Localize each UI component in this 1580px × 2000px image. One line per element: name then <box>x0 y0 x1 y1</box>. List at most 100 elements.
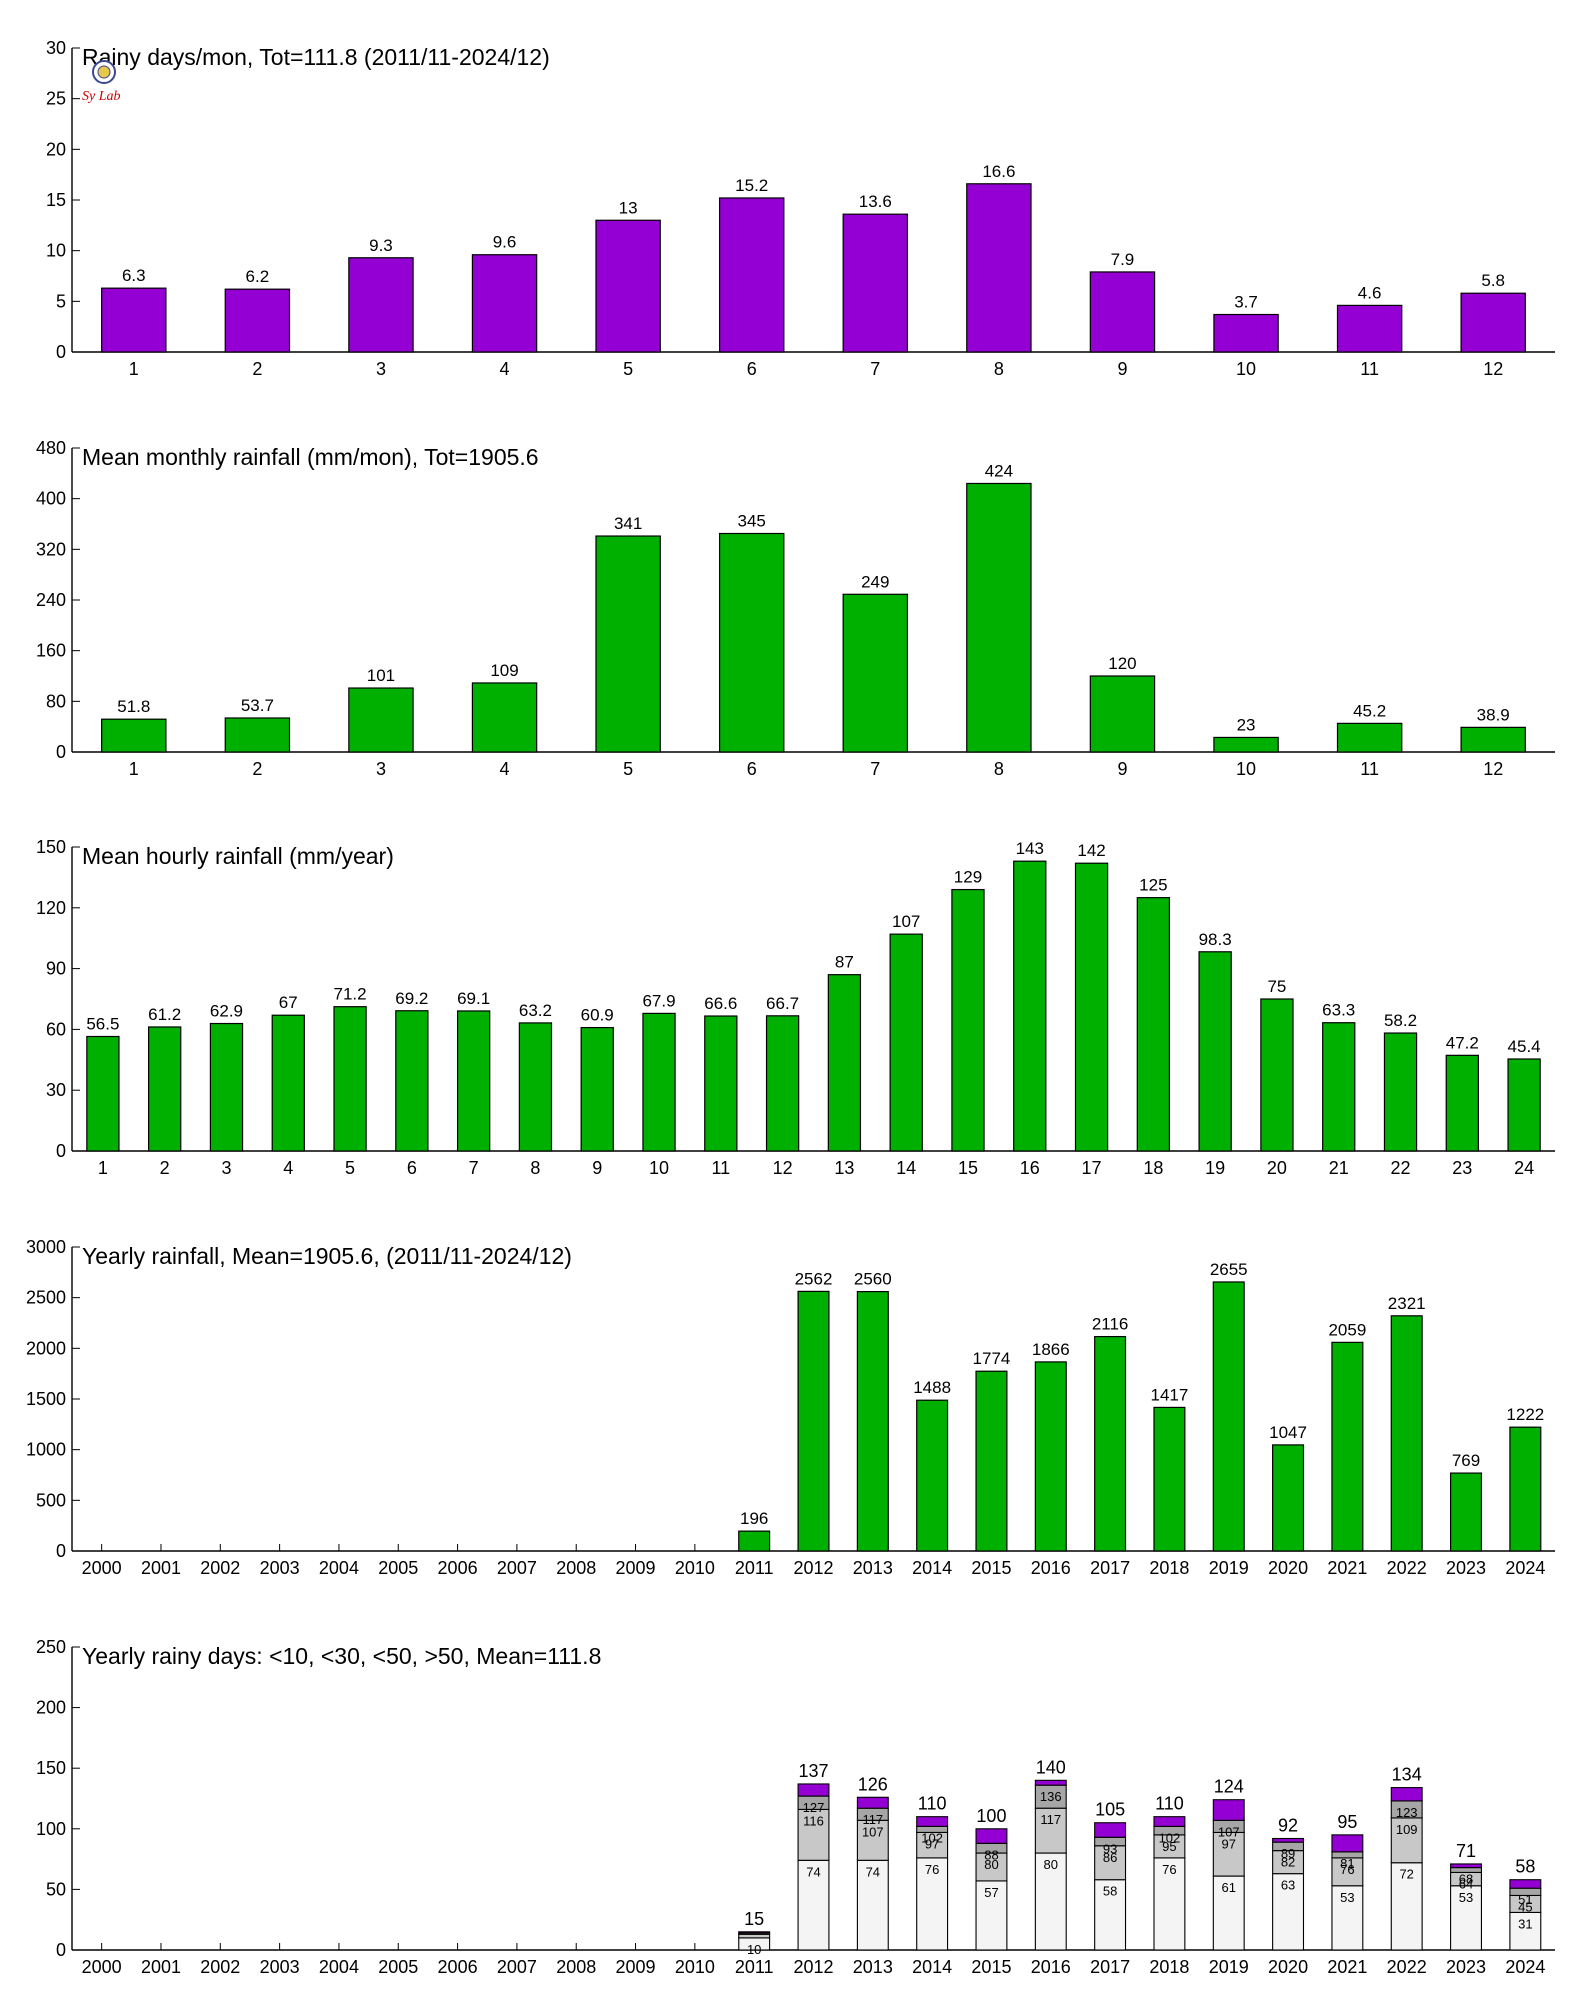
x-tick-label: 2004 <box>319 1957 359 1977</box>
bar <box>1507 1058 1541 1152</box>
bar-segment <box>1450 1863 1482 1869</box>
x-tick-label: 2011 <box>735 1957 774 1977</box>
chart-title: Mean monthly rainfall (mm/mon), Tot=1905… <box>82 444 539 470</box>
bar-label: 2059 <box>1328 1320 1366 1339</box>
segment-label: 136 <box>1040 1789 1062 1804</box>
y-tick-label: 100 <box>36 1819 66 1839</box>
bar <box>333 1006 367 1152</box>
x-tick-label: 2008 <box>556 1558 596 1578</box>
bar-label: 67 <box>279 993 298 1012</box>
bar-label: 62.9 <box>210 1002 243 1021</box>
bar-total-label: 124 <box>1214 1777 1244 1797</box>
y-tick-label: 30 <box>46 38 66 58</box>
bar <box>1336 722 1403 753</box>
bar-label: 63.3 <box>1322 1001 1355 1020</box>
bar-segment <box>856 1796 889 1809</box>
x-tick-label: 11 <box>1360 759 1379 779</box>
bar <box>1460 726 1526 753</box>
bar-segment <box>797 1859 830 1951</box>
bar <box>718 532 785 753</box>
bar <box>1460 292 1526 353</box>
y-tick-label: 240 <box>36 590 66 610</box>
bar-segment <box>1094 1879 1127 1951</box>
bar-segment <box>1509 1879 1542 1889</box>
x-tick-label: 9 <box>1117 359 1127 379</box>
bar-label: 3.7 <box>1234 293 1258 312</box>
y-tick-label: 400 <box>36 489 66 509</box>
bar <box>395 1010 429 1152</box>
bar-segment <box>738 1931 771 1934</box>
y-tick-label: 2500 <box>26 1288 66 1308</box>
y-tick-label: 10 <box>46 241 66 261</box>
bar-label: 1222 <box>1506 1405 1544 1424</box>
x-tick-label: 6 <box>747 759 757 779</box>
x-tick-label: 2003 <box>260 1558 300 1578</box>
x-tick-label: 16 <box>1020 1158 1040 1178</box>
bar <box>224 717 291 753</box>
bar <box>1153 1406 1186 1552</box>
bar-segment <box>1212 1799 1245 1821</box>
x-tick-label: 11 <box>1360 359 1379 379</box>
x-tick-label: 5 <box>345 1158 355 1178</box>
bar-label: 1774 <box>973 1349 1011 1368</box>
bar-segment <box>797 1808 830 1861</box>
y-tick-label: 90 <box>46 959 66 979</box>
x-tick-label: 24 <box>1514 1158 1534 1178</box>
bar-segment <box>975 1880 1008 1951</box>
bar <box>101 287 167 353</box>
bar <box>827 974 862 1152</box>
x-tick-label: 10 <box>649 1158 669 1178</box>
segment-label: 127 <box>803 1800 825 1815</box>
bar <box>1213 313 1279 353</box>
bar <box>271 1014 305 1152</box>
bar-segment <box>856 1819 889 1861</box>
bar <box>966 183 1032 353</box>
segment-label: 57 <box>984 1885 998 1900</box>
bar <box>348 257 414 353</box>
y-tick-label: 3000 <box>26 1237 66 1257</box>
bar-label: 45.4 <box>1508 1037 1541 1056</box>
segment-label: 93 <box>1103 1841 1117 1856</box>
bar-segment <box>1034 1852 1067 1951</box>
segment-label: 117 <box>862 1812 883 1827</box>
bar-label: 6.3 <box>122 266 146 285</box>
y-tick-label: 150 <box>36 837 66 857</box>
bar <box>148 1026 182 1152</box>
x-tick-label: 2001 <box>141 1957 181 1977</box>
bar <box>595 535 661 753</box>
bar <box>765 1015 800 1152</box>
y-tick-label: 5 <box>56 291 66 311</box>
bar-label: 1488 <box>913 1378 951 1397</box>
bar <box>1272 1444 1305 1552</box>
segment-label: 53 <box>1340 1890 1354 1905</box>
x-tick-label: 2005 <box>378 1558 418 1578</box>
x-tick-label: 14 <box>896 1158 916 1178</box>
x-tick-label: 2014 <box>912 1558 952 1578</box>
bar-label: 6.2 <box>246 267 270 286</box>
bar-label: 15.2 <box>735 176 768 195</box>
segment-label: 63 <box>1281 1878 1295 1893</box>
y-tick-label: 1500 <box>26 1389 66 1409</box>
bar-label: 23 <box>1237 715 1256 734</box>
bar-segment <box>1094 1822 1127 1838</box>
y-tick-label: 15 <box>46 190 66 210</box>
bar-label: 341 <box>614 514 642 533</box>
x-tick-label: 2004 <box>319 1558 359 1578</box>
bar-total-label: 92 <box>1278 1815 1298 1835</box>
x-tick-label: 18 <box>1143 1158 1163 1178</box>
x-tick-label: 2016 <box>1031 1558 1071 1578</box>
bar-label: 60.9 <box>581 1006 614 1025</box>
x-tick-label: 2009 <box>616 1558 656 1578</box>
bar-label: 143 <box>1016 839 1044 858</box>
x-tick-label: 6 <box>407 1158 417 1178</box>
y-tick-label: 60 <box>46 1019 66 1039</box>
x-tick-label: 21 <box>1329 1158 1349 1178</box>
segment-label: 10 <box>747 1942 761 1957</box>
bar-total-label: 100 <box>976 1806 1006 1826</box>
x-tick-label: 2023 <box>1446 1957 1486 1977</box>
x-tick-label: 4 <box>283 1158 293 1178</box>
segment-label: 117 <box>1040 1812 1061 1827</box>
x-tick-label: 2021 <box>1327 1957 1367 1977</box>
bar-label: 769 <box>1452 1451 1480 1470</box>
